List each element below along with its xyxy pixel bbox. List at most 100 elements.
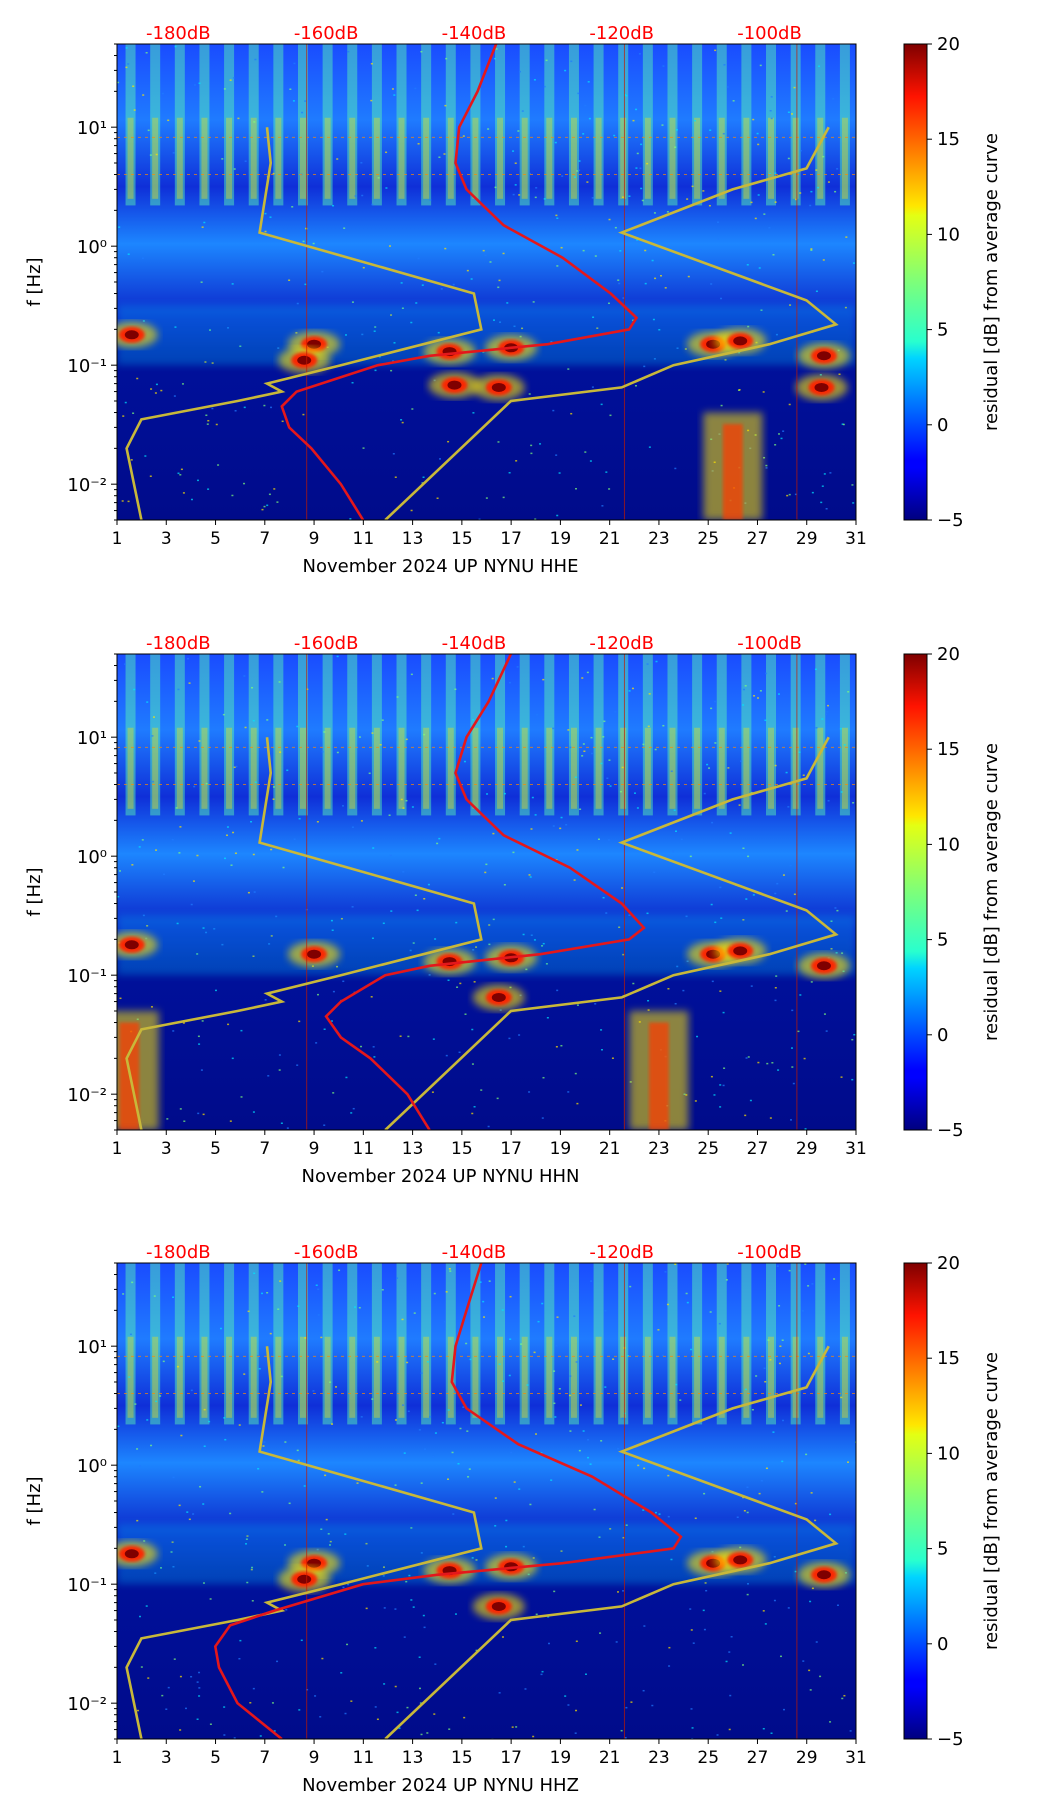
noise-speckle (555, 214, 558, 217)
noise-speckle (362, 266, 365, 269)
noise-speckle (198, 1043, 201, 1045)
noise-speckle (390, 369, 393, 372)
noise-speckle (377, 177, 380, 179)
noise-speckle (321, 270, 324, 273)
noise-speckle (517, 130, 520, 132)
x-tick-label: 15 (451, 529, 473, 549)
db-axis-label: -160dB (294, 633, 359, 654)
noise-speckle (224, 1438, 227, 1441)
noise-speckle (495, 48, 498, 50)
diurnal-column-core (324, 117, 331, 199)
diurnal-column (692, 654, 703, 816)
noise-speckle (529, 1503, 532, 1506)
noise-speckle (122, 415, 125, 417)
noise-speckle (394, 1608, 397, 1610)
noise-speckle (609, 785, 612, 787)
colorbar-tick-label: 10 (937, 224, 960, 245)
noise-speckle (136, 1519, 139, 1522)
diurnal-column (347, 44, 358, 206)
noise-speckle (373, 1056, 376, 1058)
noise-speckle (323, 1028, 326, 1030)
noise-speckle (694, 119, 697, 122)
noise-speckle (401, 421, 404, 424)
x-tick-label: 21 (599, 1748, 621, 1768)
noise-speckle (576, 170, 579, 172)
noise-speckle (136, 1448, 139, 1450)
noise-speckle (332, 204, 335, 207)
noise-speckle (190, 903, 193, 906)
noise-speckle (723, 1067, 726, 1069)
noise-speckle (217, 464, 220, 466)
noise-speckle (667, 1515, 670, 1518)
noise-speckle (666, 1303, 669, 1306)
noise-speckle (834, 190, 837, 193)
diurnal-column (741, 1263, 752, 1425)
noise-speckle (843, 744, 846, 746)
noise-speckle (488, 1280, 491, 1282)
noise-speckle (778, 1305, 781, 1307)
diurnal-column-core (226, 1336, 233, 1418)
noise-speckle (564, 69, 567, 72)
noise-speckle (823, 473, 826, 475)
noise-speckle (668, 1646, 671, 1649)
noise-speckle (801, 1310, 804, 1312)
y-axis-label: f [Hz] (24, 1476, 45, 1525)
noise-speckle (607, 302, 610, 305)
noise-speckle (484, 871, 487, 874)
noise-speckle (660, 275, 663, 277)
noise-speckle (372, 847, 375, 849)
noise-speckle (745, 1057, 748, 1059)
noise-speckle (776, 1265, 779, 1267)
noise-speckle (584, 451, 587, 453)
noise-speckle (165, 1708, 168, 1710)
noise-speckle (675, 129, 678, 131)
noise-speckle (441, 1421, 444, 1424)
noise-speckle (833, 1278, 836, 1280)
noise-speckle (465, 1342, 468, 1345)
noise-speckle (200, 281, 203, 283)
noise-speckle (774, 172, 777, 174)
noise-speckle (675, 830, 678, 832)
noise-speckle (744, 1114, 747, 1117)
diurnal-column (199, 654, 210, 816)
noise-speckle (589, 460, 592, 462)
diurnal-column-core (250, 727, 257, 809)
noise-speckle (179, 474, 182, 476)
noise-speckle (302, 413, 305, 416)
noise-speckle (788, 493, 791, 496)
diurnal-column (248, 1263, 259, 1425)
noise-speckle (360, 1416, 363, 1418)
noise-speckle (565, 823, 568, 826)
noise-speckle (821, 485, 824, 487)
noise-speckle (447, 979, 450, 982)
diurnal-columns (125, 654, 850, 816)
noise-speckle (788, 403, 791, 406)
noise-speckle (654, 1511, 657, 1514)
colorbar-tick-label: 15 (937, 739, 960, 760)
noise-speckle (518, 194, 521, 196)
noise-speckle (637, 1464, 640, 1467)
noise-speckle (752, 118, 755, 121)
noise-speckle (840, 1396, 843, 1399)
noise-speckle (541, 1302, 544, 1305)
noise-speckle (661, 124, 664, 126)
diurnal-column-core (201, 117, 208, 199)
noise-speckle (642, 1689, 645, 1692)
noise-speckle (372, 1046, 375, 1048)
diurnal-column-core (127, 1336, 134, 1418)
diurnal-column (150, 1263, 161, 1425)
noise-speckle (560, 816, 563, 819)
noise-speckle (829, 1721, 832, 1723)
noise-speckle (441, 746, 444, 749)
noise-speckle (788, 1269, 791, 1272)
noise-speckle (235, 765, 238, 768)
noise-speckle (702, 190, 705, 192)
noise-speckle (799, 149, 802, 152)
diurnal-column (495, 44, 506, 206)
diurnal-column (766, 654, 777, 816)
noise-speckle (553, 1370, 556, 1372)
noise-speckle (732, 100, 735, 102)
noise-speckle (190, 1675, 193, 1678)
noise-speckle (471, 1028, 474, 1031)
noise-speckle (304, 1337, 307, 1339)
